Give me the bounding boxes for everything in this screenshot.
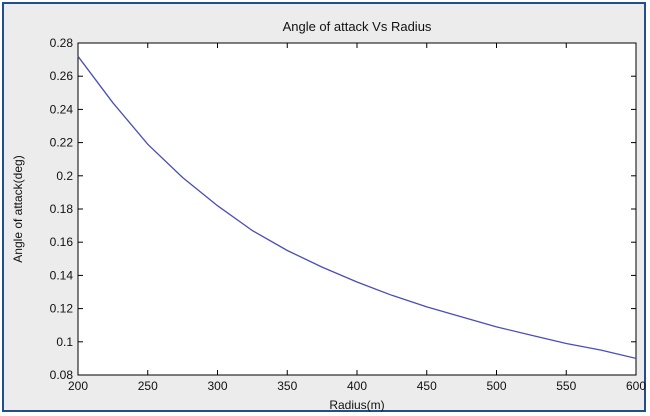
axis-ticks: 200 250 300 350 400 450 500 550 600 0.08 0.1 0.12 0.… — [50, 36, 647, 393]
x-tick-label: 200 — [68, 379, 88, 393]
x-tick-label: 350 — [277, 379, 297, 393]
x-tick-label: 400 — [347, 379, 367, 393]
x-tick-label: 600 — [626, 379, 646, 393]
y-tick-label: 0.08 — [50, 368, 74, 382]
plot-area — [77, 42, 637, 376]
y-tick-label: 0.28 — [50, 36, 74, 50]
y-tick-label: 0.14 — [50, 268, 74, 282]
y-tick-label: 0.1 — [56, 335, 73, 349]
series-group — [77, 55, 637, 360]
y-tick-label: 0.16 — [50, 235, 74, 249]
x-tick-label: 250 — [138, 379, 158, 393]
x-tick-label: 300 — [207, 379, 227, 393]
y-tick-label: 0.26 — [50, 69, 74, 83]
x-axis-label: Radius(m) — [329, 398, 384, 412]
y-tick-label: 0.18 — [50, 202, 74, 216]
y-tick-label: 0.12 — [50, 302, 74, 316]
x-tick-label: 500 — [486, 379, 506, 393]
y-tick-label: 0.22 — [50, 136, 74, 150]
y-tick-label: 0.24 — [50, 102, 74, 116]
x-tick-label: 450 — [417, 379, 437, 393]
series-line — [77, 55, 637, 360]
y-axis-label: Angle of attack(deg) — [11, 155, 25, 262]
chart-title: Angle of attack Vs Radius — [283, 19, 432, 34]
y-tick-label: 0.2 — [56, 169, 73, 183]
x-tick-label: 550 — [556, 379, 576, 393]
